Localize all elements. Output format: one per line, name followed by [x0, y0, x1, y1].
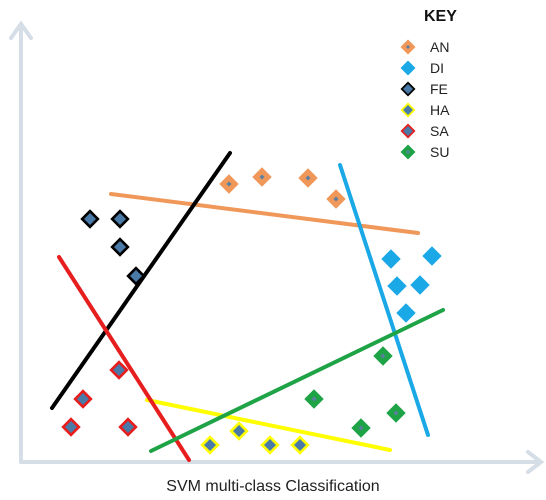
point-sa [118, 417, 138, 437]
legend-label: SA [430, 122, 449, 139]
point-fe [126, 266, 146, 286]
boundary-line-su [149, 308, 445, 453]
point-sa [61, 417, 81, 437]
point-fe [110, 237, 130, 257]
legend-marker-an [400, 39, 416, 54]
point-su [351, 418, 371, 438]
legend-label: SU [430, 143, 450, 160]
point-su [304, 389, 324, 409]
point-an [326, 189, 346, 209]
point-di [381, 249, 401, 269]
point-di [396, 303, 416, 323]
point-fe [110, 209, 130, 229]
data-points [61, 167, 442, 455]
legend-marker-di [400, 60, 416, 75]
legend-label: DI [430, 59, 444, 76]
point-ha [200, 435, 220, 455]
legend: AN DI FE HA SA SU [400, 36, 449, 162]
legend-label: AN [430, 38, 450, 55]
point-su [373, 346, 393, 366]
point-an [298, 168, 318, 188]
legend-item-di: DI [400, 57, 449, 78]
point-an [252, 167, 272, 187]
legend-marker-sa [400, 123, 416, 138]
point-ha [290, 435, 310, 455]
point-sa [73, 389, 93, 409]
boundary-line-ha [145, 398, 392, 452]
point-su [386, 403, 406, 423]
x-axis-arrow [526, 450, 545, 474]
point-di [422, 246, 442, 266]
y-axis-arrow [9, 20, 33, 40]
legend-item-an: AN [400, 36, 449, 57]
legend-item-sa: SA [400, 120, 449, 141]
point-sa [109, 360, 129, 380]
legend-marker-su [400, 144, 416, 159]
legend-item-fe: FE [400, 78, 449, 99]
point-ha [229, 421, 249, 441]
boundary-line-sa [57, 255, 191, 462]
boundary-line-an [109, 192, 420, 235]
point-di [387, 276, 407, 296]
legend-marker-ha [400, 102, 416, 117]
figure-caption: SVM multi-class Classification [166, 478, 380, 495]
decision-boundaries [50, 151, 445, 462]
point-di [410, 275, 430, 295]
legend-label: HA [430, 101, 450, 118]
axes [9, 20, 545, 474]
point-fe [80, 209, 100, 229]
boundary-line-di [338, 163, 430, 437]
point-ha [260, 435, 280, 455]
legend-title: KEY [424, 8, 457, 25]
legend-item-su: SU [400, 141, 449, 162]
legend-label: FE [430, 80, 448, 97]
legend-marker-fe [400, 81, 416, 96]
point-an [219, 174, 239, 194]
legend-item-ha: HA [400, 99, 449, 120]
